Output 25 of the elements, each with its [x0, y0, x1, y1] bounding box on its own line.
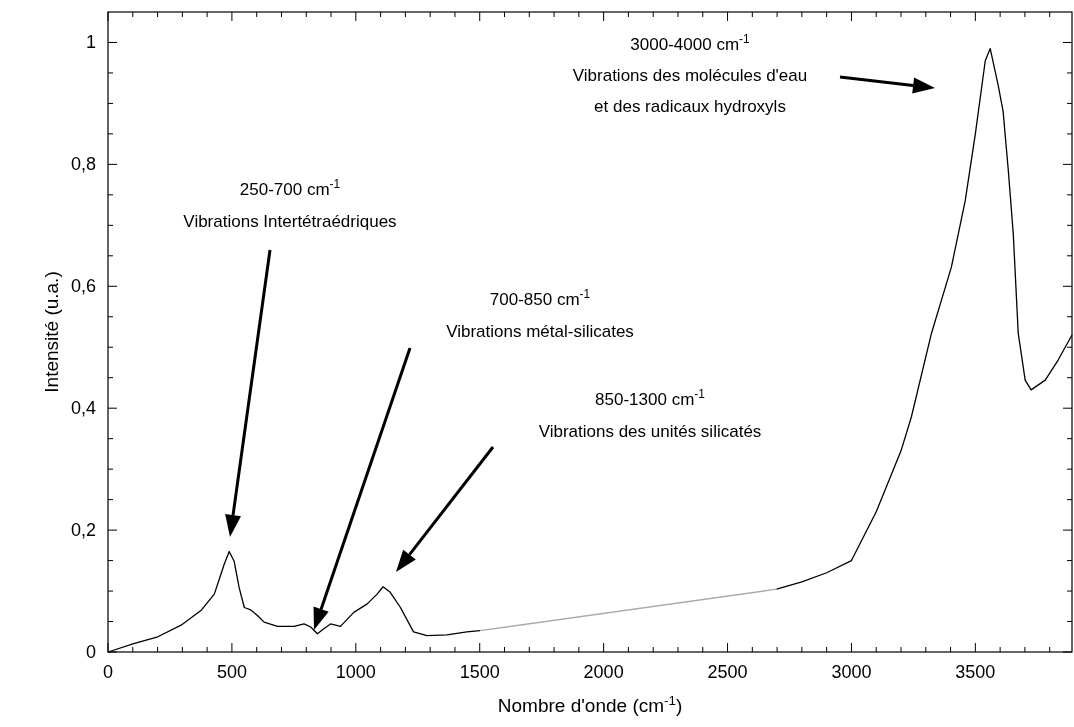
annotation: et des radicaux hydroxyls: [594, 97, 786, 116]
x-tick-label: 500: [216, 662, 247, 682]
x-tick-label: 2500: [707, 662, 748, 682]
x-tick-label: 0: [102, 662, 114, 682]
annotation: 250-700 cm$^{-1}$: [239, 177, 341, 199]
y-tick-label: 1: [85, 32, 96, 53]
y-tick-label: 0,2: [70, 520, 96, 541]
y-tick-label: 0,4: [70, 398, 96, 419]
annotation: Vibrations métal-silicates: [446, 322, 634, 341]
y-tick-label: 0: [85, 642, 96, 662]
annotation: 850-1300 cm$^{-1}$: [595, 387, 706, 409]
y-tick-label: 0,6: [70, 276, 96, 297]
annotation: Vibrations des unités silicatés: [538, 422, 762, 441]
x-tick-label: 1500: [459, 662, 500, 682]
x-tick-label: 2000: [583, 662, 624, 682]
annotation: Vibrations des molécules d'eau: [572, 66, 808, 85]
annotation: 700-850 cm$^{-1}$: [489, 287, 591, 309]
x-axis-title: Nombre d'onde (cm$^{-1}$): [497, 692, 683, 716]
y-axis-title: Intensité (u.a.): [41, 271, 62, 393]
y-tick-label: 0,8: [70, 154, 96, 175]
annotation: 3000-4000 cm$^{-1}$: [630, 32, 751, 54]
x-tick-label: 3500: [955, 662, 996, 682]
x-tick-label: 1000: [335, 662, 376, 682]
annotation: Vibrations Intertétraédriques: [183, 212, 397, 231]
x-tick-label: 3000: [831, 662, 872, 682]
